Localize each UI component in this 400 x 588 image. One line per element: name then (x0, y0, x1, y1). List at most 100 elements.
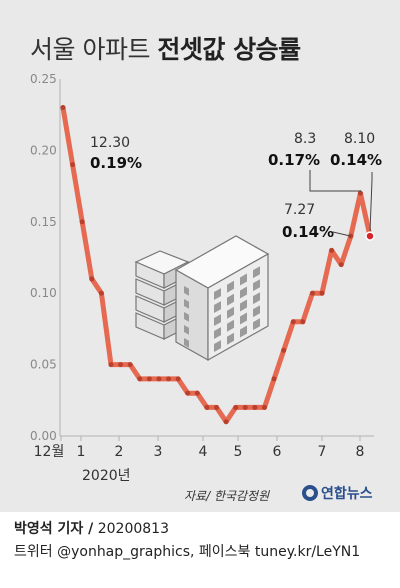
data-point (290, 319, 296, 325)
data-point (185, 390, 191, 396)
data-point (242, 404, 248, 410)
data-point (281, 347, 287, 353)
data-point (261, 404, 267, 410)
x-tick-label: 12월 (34, 444, 65, 460)
data-point (194, 390, 200, 396)
data-point (338, 262, 344, 268)
window (227, 293, 234, 306)
data-point (70, 162, 76, 168)
window (214, 327, 221, 340)
y-tick-label: 0.00 (30, 429, 57, 443)
y-tick-label: 0.10 (30, 286, 57, 300)
x-tick-label: 6 (273, 444, 282, 460)
data-point (156, 376, 162, 382)
reporter: 박영석 기자 / (14, 521, 94, 537)
annotation-value: 0.17% (268, 151, 320, 169)
right-face (207, 252, 269, 362)
window (240, 286, 247, 299)
data-point (127, 362, 133, 368)
chart-title: 서울 아파트 전셋값 상승률 (30, 30, 301, 66)
x-tick-year: 2020년 (82, 468, 131, 484)
data-point (146, 376, 152, 382)
window (253, 292, 260, 305)
data-point (79, 219, 85, 225)
data-point (175, 376, 181, 382)
window (240, 299, 247, 312)
annotation-value: 0.19% (90, 154, 142, 172)
apartment-buildings-illustration (134, 235, 270, 362)
data-point (329, 247, 335, 253)
x-tick-label: 1 (77, 444, 86, 460)
window (184, 285, 189, 296)
credit-line-1: 박영석 기자 / 20200813 (14, 518, 169, 538)
x-tick-label: 7 (318, 444, 327, 460)
annotation-value: 0.14% (282, 223, 334, 241)
data-point (118, 362, 124, 368)
window (214, 288, 221, 301)
window (253, 305, 260, 318)
window (214, 340, 221, 353)
annotation-leader (309, 170, 361, 192)
yonhap-logo-icon (302, 485, 318, 501)
x-tick-label: 4 (199, 444, 208, 460)
data-point (204, 404, 210, 410)
credit-line-2: 트위터 @yonhap_graphics, 페이스북 tuney.kr/LeYN… (14, 544, 361, 560)
title-part1: 서울 아파트 (30, 35, 150, 64)
logo-text: 연합뉴스 (321, 486, 373, 502)
window (184, 311, 189, 322)
window (184, 324, 189, 335)
data-point (357, 190, 363, 196)
window (253, 266, 260, 279)
window (253, 279, 260, 292)
window (214, 314, 221, 327)
window (240, 325, 247, 338)
data-point (166, 376, 172, 382)
data-point (98, 290, 104, 296)
y-tick-label: 0.20 (30, 143, 57, 157)
x-tick-label: 2 (115, 444, 124, 460)
data-point (271, 376, 277, 382)
data-point (319, 290, 325, 296)
annotation-date: 8.3 (294, 131, 316, 147)
yonhap-logo: 연합뉴스 (302, 483, 373, 503)
window (184, 337, 189, 348)
data-point (214, 404, 219, 410)
line-chart: 0.00 0.05 0.10 0.15 0.20 0.25 12월 1 2 3 4 5 6 7 8 2020… (30, 72, 382, 484)
data-point (309, 290, 315, 296)
window (214, 301, 221, 314)
x-tick-label: 5 (234, 444, 243, 460)
window (240, 273, 247, 286)
x-tick-label: 8 (356, 444, 365, 460)
window (240, 312, 247, 325)
annotation-leader (369, 172, 373, 232)
y-tick-label: 0.25 (30, 72, 57, 86)
annotation-value: 0.14% (330, 151, 382, 169)
window (227, 306, 234, 319)
window (227, 332, 234, 345)
title-part2: 전셋값 상승률 (157, 35, 301, 64)
annotation-date: 12.30 (90, 135, 130, 151)
tall-building-icon (174, 235, 270, 362)
data-point (223, 419, 229, 425)
series-line (60, 105, 375, 425)
y-tick-label: 0.15 (30, 215, 57, 229)
data-point (89, 276, 95, 282)
annotation-date: 8.10 (344, 131, 375, 147)
credit-date: 20200813 (97, 521, 169, 537)
data-point (233, 404, 239, 410)
x-axis: 12월 1 2 3 4 5 6 7 8 2020년 (34, 435, 374, 484)
x-tick-label: 3 (154, 444, 163, 460)
data-point (300, 319, 306, 325)
y-axis: 0.00 0.05 0.10 0.15 0.20 0.25 (30, 72, 61, 443)
window (253, 318, 260, 331)
window (184, 298, 189, 309)
window (227, 280, 234, 293)
data-point (252, 404, 258, 410)
annotations: 12.30 0.19% 7.27 0.14% 8.3 0.17% 8.10 0.14% (90, 131, 382, 241)
annotation-leader (332, 231, 351, 237)
data-point (365, 231, 375, 241)
y-tick-label: 0.05 (30, 358, 57, 372)
data-point (137, 376, 143, 382)
data-point (108, 362, 114, 368)
source-label: 자료/ 한국감정원 (184, 489, 270, 503)
